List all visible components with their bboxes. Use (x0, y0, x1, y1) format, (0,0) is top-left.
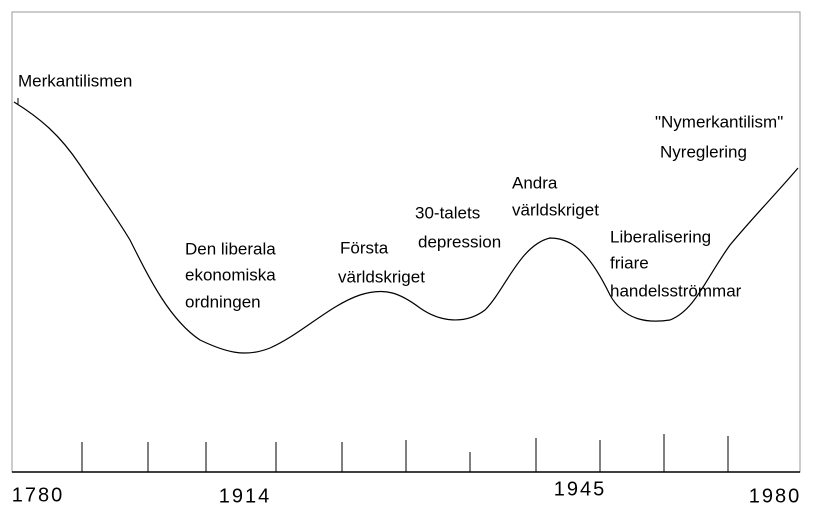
annotation: ekonomiska (185, 265, 276, 284)
annotation: Första (340, 238, 389, 257)
axis-label: 1980 (749, 485, 802, 507)
annotation: Andra (512, 173, 558, 192)
annotation: Merkantilismen (18, 71, 132, 90)
annotation: 30-talets (415, 203, 480, 222)
annotation: friare (610, 253, 649, 272)
annotation: handelsströmmar (610, 281, 742, 300)
annotation: "Nymerkantilism" (655, 112, 783, 131)
annotation: världskriget (338, 267, 425, 286)
axis-ticks (81, 434, 729, 472)
annotation: Den liberala (185, 239, 276, 258)
annotation: depression (418, 232, 501, 251)
axis-label: 1914 (219, 485, 272, 507)
annotation: Liberalisering (610, 227, 711, 246)
curve (13, 101, 799, 354)
annotation: ordningen (185, 292, 261, 311)
axis-label: 1780 (12, 484, 65, 506)
annotation: världskriget (512, 200, 599, 219)
axis-label: 1945 (554, 478, 607, 500)
annotation: Nyreglering (660, 142, 747, 161)
